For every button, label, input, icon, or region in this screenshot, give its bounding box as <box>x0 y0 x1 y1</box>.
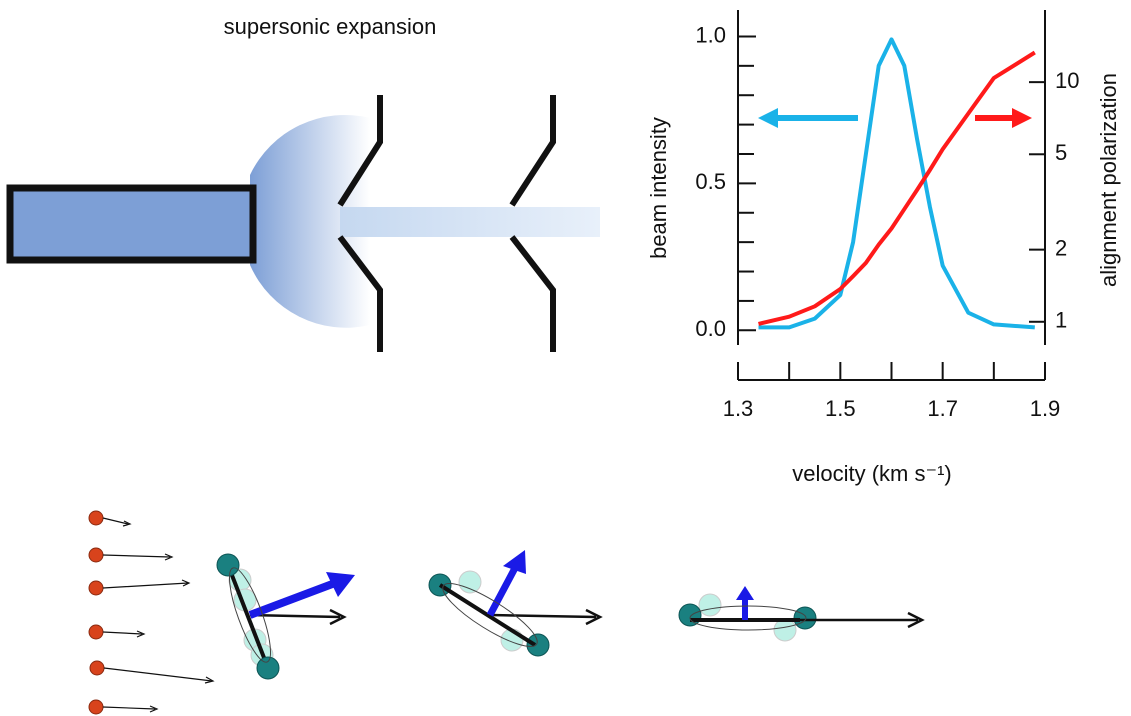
series-line <box>758 50 1036 326</box>
x-tick-label: 1.3 <box>723 396 754 421</box>
series-line <box>758 37 1035 330</box>
x-tick-label: 1.5 <box>825 396 856 421</box>
y2-tick-label: 1 <box>1055 308 1067 333</box>
y-tick-label: 0.0 <box>695 316 726 341</box>
chart: beam intensity alignment polarization ve… <box>646 73 1121 486</box>
x-tick-label: 1.9 <box>1030 396 1061 421</box>
molecules <box>88 510 925 715</box>
y2-tick-label: 5 <box>1055 140 1067 165</box>
beam <box>340 207 600 237</box>
plume <box>250 114 370 328</box>
y-axis-label: beam intensity <box>646 117 671 259</box>
x-tick-label: 1.7 <box>927 396 958 421</box>
nozzle <box>6 184 257 264</box>
x-axis-label: velocity (km s⁻¹) <box>792 461 952 486</box>
y2-axis-label: alignment polarization <box>1096 73 1121 287</box>
expansion-diagram: supersonic expansion <box>6 14 600 352</box>
skimmers <box>337 95 556 352</box>
y2-tick-label: 10 <box>1055 68 1079 93</box>
y-tick-label: 0.5 <box>695 169 726 194</box>
y2-tick-label: 2 <box>1055 235 1067 260</box>
y-tick-label: 1.0 <box>695 22 726 47</box>
diagram-label: supersonic expansion <box>224 14 437 39</box>
left-arrow <box>758 108 778 128</box>
right-arrow <box>1012 108 1032 128</box>
